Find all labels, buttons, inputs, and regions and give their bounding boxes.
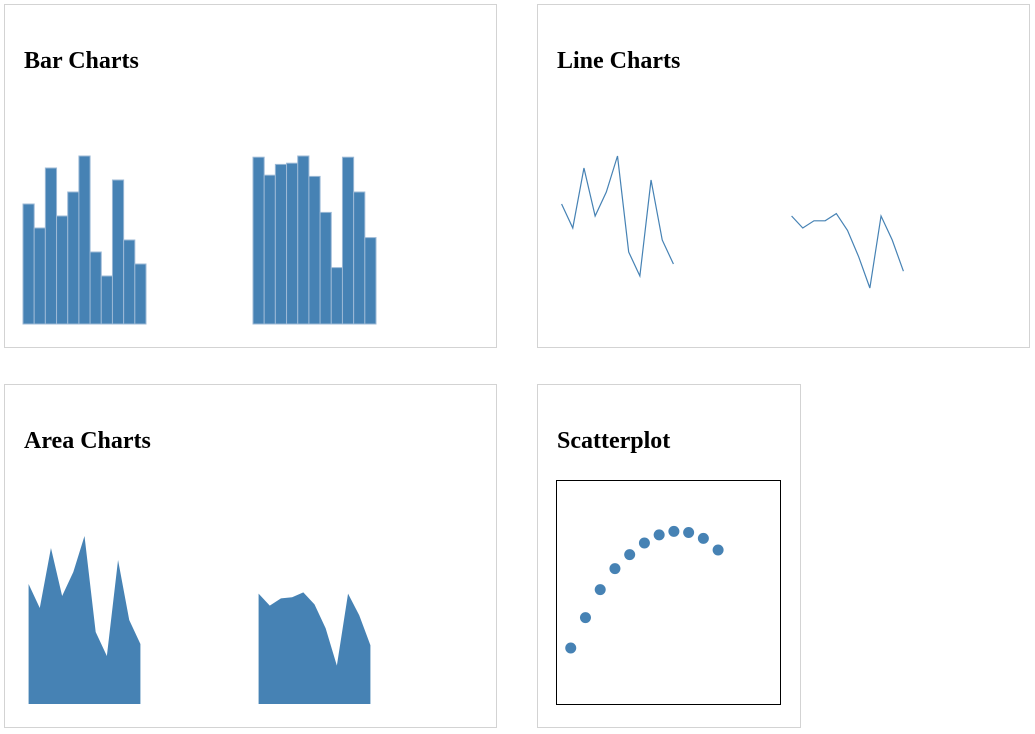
scatter-point bbox=[683, 527, 695, 538]
scatter-point bbox=[638, 537, 650, 549]
line-charts-svg bbox=[561, 155, 904, 289]
bar bbox=[100, 275, 113, 325]
scatter-point bbox=[653, 529, 665, 541]
scatter-frame bbox=[556, 480, 781, 705]
bar bbox=[274, 163, 288, 325]
bar bbox=[330, 267, 343, 325]
bar bbox=[67, 191, 80, 325]
area-series bbox=[28, 536, 141, 704]
bar bbox=[286, 162, 299, 325]
scatter-point bbox=[624, 549, 636, 561]
scatter-point bbox=[594, 584, 606, 596]
scatter-point bbox=[579, 612, 591, 624]
bar bbox=[263, 174, 276, 325]
bar bbox=[341, 156, 355, 325]
scatter-point bbox=[565, 642, 577, 654]
scatter-point bbox=[668, 525, 680, 537]
line-series bbox=[561, 155, 674, 279]
area-charts-svg bbox=[28, 536, 371, 704]
bar bbox=[319, 211, 332, 325]
bar bbox=[111, 179, 125, 325]
area-1-chart bbox=[28, 536, 141, 704]
area-series bbox=[258, 592, 371, 704]
bar bbox=[78, 155, 91, 325]
scatter-point bbox=[697, 532, 709, 544]
scatterplot-panel: Scatterplot bbox=[537, 384, 801, 728]
bar bbox=[56, 215, 69, 325]
bar bbox=[252, 156, 265, 325]
line-charts-panel: Line Charts bbox=[537, 4, 1030, 348]
scatter-1-chart bbox=[556, 480, 781, 705]
bar bbox=[353, 191, 366, 325]
line-2-chart bbox=[791, 212, 904, 289]
scatter-point bbox=[609, 563, 621, 575]
area-2-chart bbox=[258, 592, 371, 704]
bar bbox=[89, 251, 102, 325]
bar bbox=[22, 203, 35, 325]
bar bbox=[44, 167, 58, 325]
scatterplot-title: Scatterplot bbox=[557, 428, 671, 454]
bar bbox=[308, 175, 321, 325]
bar bbox=[364, 237, 377, 325]
bar-charts-svg bbox=[22, 155, 377, 325]
area-charts-panel: Area Charts bbox=[4, 384, 497, 728]
line-charts-title: Line Charts bbox=[557, 48, 681, 74]
bar bbox=[33, 227, 46, 325]
bar-charts-title: Bar Charts bbox=[24, 48, 139, 74]
line-series bbox=[791, 212, 904, 289]
bar-1-chart bbox=[22, 155, 147, 325]
bar bbox=[297, 155, 310, 325]
line-1-chart bbox=[561, 155, 674, 279]
scatter-charts-svg bbox=[556, 480, 781, 705]
bar-charts-panel: Bar Charts bbox=[4, 4, 497, 348]
bar-2-chart bbox=[252, 155, 377, 325]
scatter-point bbox=[712, 544, 724, 556]
bar bbox=[123, 239, 136, 325]
area-charts-title: Area Charts bbox=[24, 428, 151, 454]
bar bbox=[134, 263, 147, 325]
